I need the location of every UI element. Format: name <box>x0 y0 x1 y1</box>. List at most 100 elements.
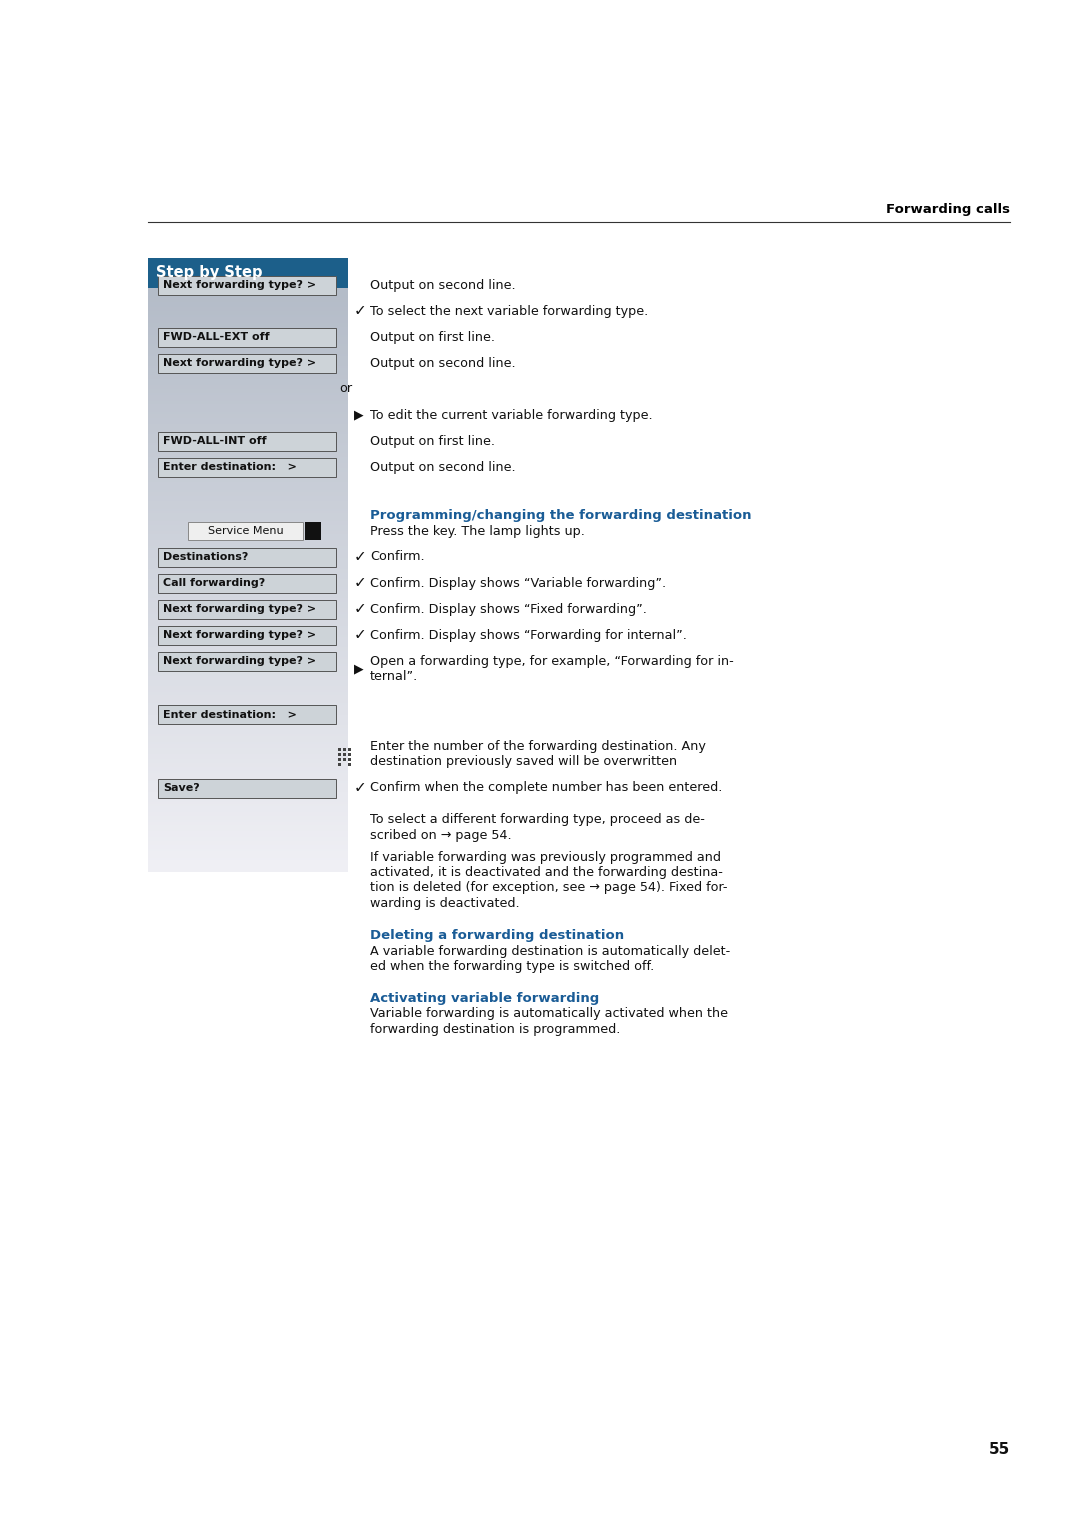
Bar <box>148 410 348 414</box>
Bar <box>148 292 348 295</box>
Bar <box>148 513 348 516</box>
Bar <box>148 327 348 330</box>
Bar <box>148 859 348 862</box>
Bar <box>148 315 348 319</box>
Bar <box>148 527 348 530</box>
Bar <box>148 358 348 361</box>
FancyBboxPatch shape <box>158 275 336 295</box>
Bar <box>148 825 348 828</box>
Bar <box>148 333 348 336</box>
Bar <box>148 582 348 587</box>
Bar <box>148 318 348 321</box>
Text: Confirm when the complete number has been entered.: Confirm when the complete number has bee… <box>370 781 723 795</box>
Text: Enter destination:   >: Enter destination: > <box>163 461 297 472</box>
Bar <box>148 654 348 659</box>
Bar <box>148 649 348 652</box>
FancyBboxPatch shape <box>158 599 336 619</box>
Bar <box>148 553 348 558</box>
FancyBboxPatch shape <box>158 547 336 567</box>
FancyBboxPatch shape <box>158 431 336 451</box>
Bar <box>148 811 348 816</box>
Bar <box>148 558 348 561</box>
Bar <box>148 721 348 724</box>
Text: ed when the forwarding type is switched off.: ed when the forwarding type is switched … <box>370 960 654 973</box>
Bar <box>148 301 348 306</box>
Bar <box>148 471 348 474</box>
Bar <box>148 449 348 452</box>
Bar <box>148 448 348 451</box>
FancyBboxPatch shape <box>158 327 336 347</box>
Bar <box>148 781 348 784</box>
Bar <box>148 761 348 766</box>
Bar <box>148 847 348 850</box>
Bar <box>148 516 348 521</box>
Bar <box>148 607 348 610</box>
Bar <box>148 793 348 796</box>
Bar <box>148 350 348 353</box>
Text: ✓: ✓ <box>354 628 367 642</box>
Bar <box>148 500 348 503</box>
Bar <box>148 681 348 685</box>
Bar <box>148 628 348 631</box>
Bar <box>148 766 348 769</box>
Bar <box>148 520 348 523</box>
Bar <box>148 293 348 298</box>
Bar <box>148 371 348 374</box>
Bar <box>148 406 348 410</box>
Bar <box>148 642 348 645</box>
Bar <box>338 749 340 750</box>
Bar <box>148 559 348 562</box>
Bar <box>148 321 348 324</box>
Bar <box>148 573 348 576</box>
Bar <box>148 620 348 623</box>
Bar <box>338 758 340 761</box>
Bar <box>148 668 348 672</box>
Text: Confirm.: Confirm. <box>370 550 424 564</box>
Bar <box>148 801 348 804</box>
Bar <box>148 759 348 762</box>
Text: Forwarding calls: Forwarding calls <box>886 203 1010 215</box>
Bar <box>148 442 348 445</box>
Bar <box>148 481 348 486</box>
Bar <box>348 753 351 756</box>
Bar <box>148 581 348 584</box>
Bar <box>148 672 348 675</box>
Bar <box>148 579 348 582</box>
Bar <box>148 614 348 617</box>
Bar <box>148 335 348 338</box>
Bar <box>148 703 348 706</box>
Bar <box>148 795 348 798</box>
Text: ✓: ✓ <box>354 781 367 796</box>
Bar <box>148 678 348 681</box>
Bar <box>148 860 348 863</box>
Bar <box>148 426 348 429</box>
Bar <box>148 495 348 500</box>
Bar <box>148 298 348 301</box>
Bar <box>148 486 348 489</box>
Text: Output on second line.: Output on second line. <box>370 356 515 370</box>
Bar <box>148 567 348 571</box>
Bar <box>148 700 348 703</box>
Bar <box>148 354 348 358</box>
Bar <box>148 715 348 718</box>
Bar <box>148 785 348 788</box>
FancyBboxPatch shape <box>158 704 336 724</box>
Bar <box>148 683 348 688</box>
Bar <box>148 465 348 468</box>
Bar <box>305 523 321 539</box>
Bar <box>148 472 348 475</box>
Bar <box>148 443 348 446</box>
Bar <box>148 538 348 542</box>
Bar <box>148 344 348 348</box>
FancyBboxPatch shape <box>158 457 336 477</box>
Bar <box>148 397 348 400</box>
Bar <box>148 643 348 646</box>
Text: scribed on → page 54.: scribed on → page 54. <box>370 830 512 842</box>
Bar <box>348 749 351 750</box>
Bar <box>148 772 348 775</box>
Bar <box>148 599 348 602</box>
Bar <box>148 646 348 651</box>
Bar <box>148 416 348 420</box>
Text: or: or <box>339 382 352 396</box>
Bar <box>148 645 348 648</box>
